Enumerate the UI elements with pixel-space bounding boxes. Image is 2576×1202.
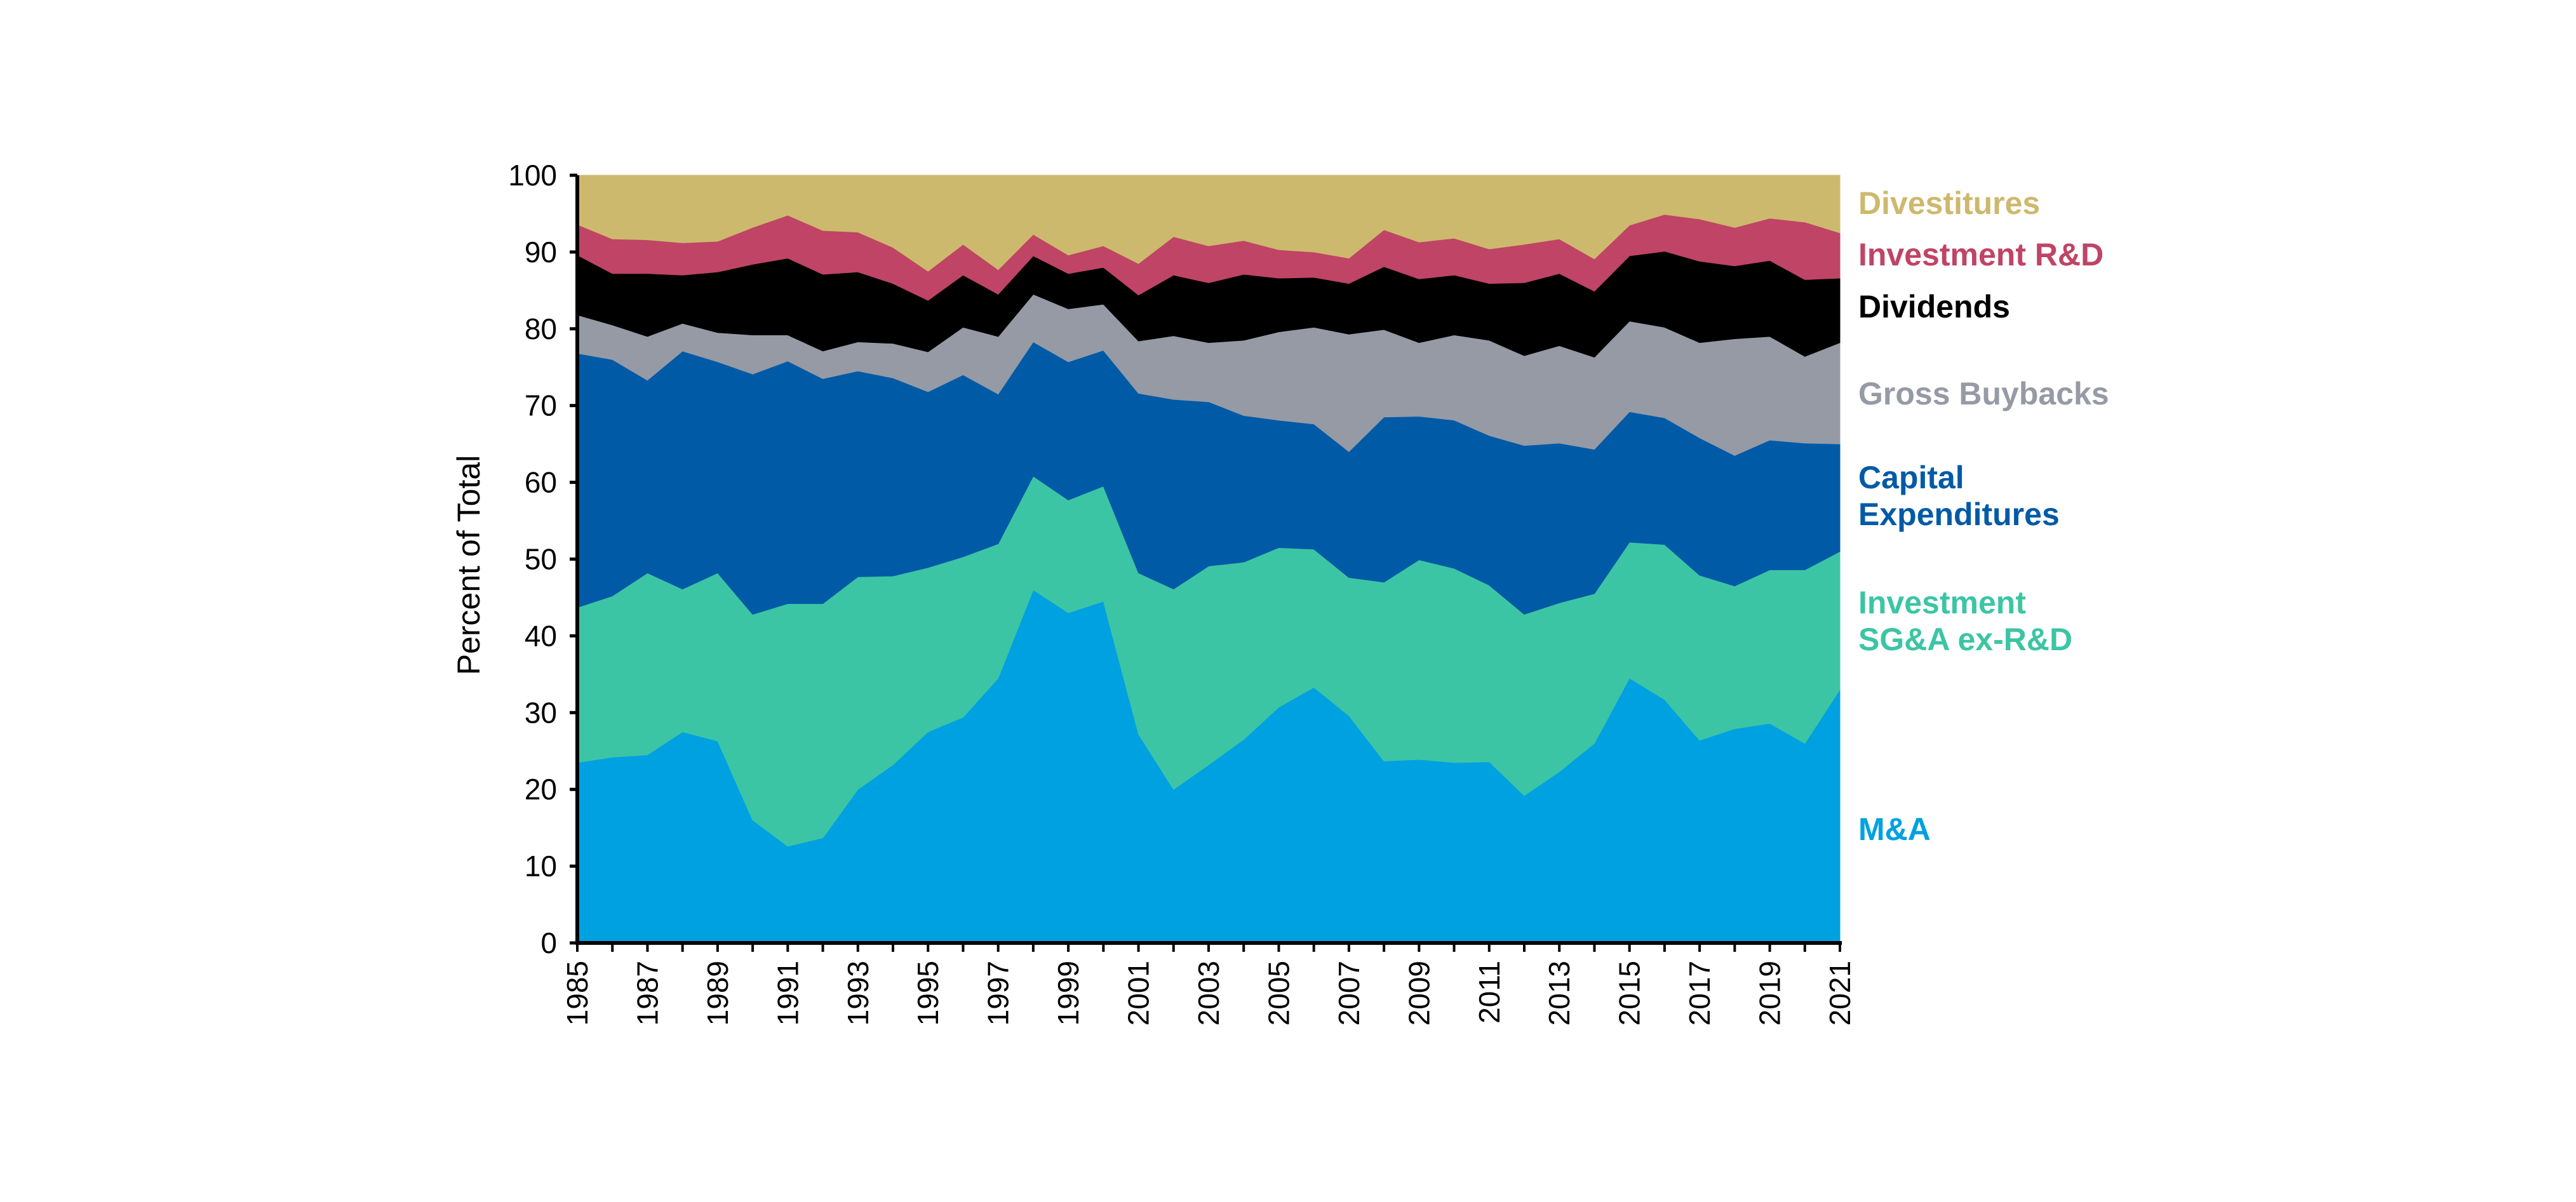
- legend-label-investment-sganda-ex-randd: Investment: [1858, 585, 2026, 620]
- legend-label-capital-expenditures: Expenditures: [1858, 497, 2060, 532]
- legend-label-gross-buybacks: Gross Buybacks: [1858, 376, 2109, 411]
- y-tick-label: 30: [525, 696, 557, 729]
- x-tick-label: 2007: [1332, 961, 1365, 1025]
- y-tick-label: 70: [525, 389, 557, 422]
- x-tick-label: 1999: [1052, 961, 1085, 1025]
- x-tick-label: 1985: [561, 961, 594, 1025]
- legend-label-dividends: Dividends: [1858, 289, 2010, 324]
- x-axis-ticks: 1985 1987 1989 1991 1993 1995 1997 1999 2001 2003…: [561, 943, 1856, 1025]
- y-tick-label: 80: [525, 312, 557, 345]
- legend-label-divestitures: Divestitures: [1858, 185, 2040, 221]
- x-tick-label: 2015: [1613, 961, 1646, 1025]
- x-tick-label: 1991: [771, 961, 804, 1025]
- x-tick-label: 2003: [1192, 961, 1225, 1025]
- x-tick-label: 2013: [1543, 961, 1576, 1025]
- legend-label-investment-sganda-ex-randd: SG&A ex-R&D: [1858, 622, 2072, 657]
- y-axis-ticks: 0 10 20 30 40 50 60 70 80 90 100: [508, 159, 577, 959]
- legend-label-investment-randd: Investment R&D: [1858, 237, 2103, 272]
- x-tick-label: 2009: [1402, 961, 1435, 1025]
- area-divestitures: [577, 175, 1841, 272]
- x-tick-label: 1993: [842, 961, 875, 1025]
- x-tick-label: 2021: [1823, 961, 1856, 1025]
- legend-label-manda: M&A: [1858, 811, 1931, 847]
- x-tick-label: 2011: [1473, 961, 1506, 1024]
- x-tick-label: 2005: [1262, 961, 1295, 1025]
- legend-label-capital-expenditures: Capital: [1858, 460, 1964, 495]
- y-tick-label: 0: [540, 926, 557, 959]
- y-tick-label: 40: [525, 619, 557, 652]
- y-tick-label: 10: [525, 850, 557, 883]
- y-tick-label: 100: [508, 159, 557, 192]
- x-tick-label: 2019: [1754, 961, 1787, 1025]
- x-tick-label: 1989: [701, 961, 734, 1025]
- y-tick-label: 90: [525, 236, 557, 269]
- x-tick-label: 1987: [631, 961, 664, 1025]
- y-tick-label: 20: [525, 773, 557, 806]
- x-tick-label: 1997: [982, 961, 1015, 1025]
- x-tick-label: 2001: [1122, 961, 1155, 1025]
- x-tick-label: 2017: [1683, 961, 1716, 1025]
- y-tick-label: 60: [525, 466, 557, 499]
- y-tick-label: 50: [525, 543, 557, 576]
- x-tick-label: 1995: [911, 961, 944, 1025]
- area-series-group: [577, 175, 1841, 944]
- y-axis-title: Percent of Total: [451, 455, 486, 676]
